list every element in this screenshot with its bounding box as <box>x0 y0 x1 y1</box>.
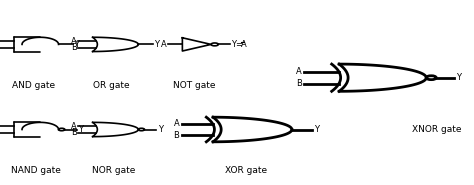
Text: B: B <box>71 128 77 137</box>
Text: A: A <box>71 37 77 46</box>
Text: B: B <box>296 79 302 88</box>
Text: Y: Y <box>154 40 159 49</box>
Text: B: B <box>173 131 179 139</box>
Text: NAND gate: NAND gate <box>10 166 61 175</box>
Text: Y: Y <box>157 125 163 134</box>
Text: A: A <box>240 40 246 49</box>
Text: XNOR gate: XNOR gate <box>412 125 462 134</box>
Text: A: A <box>173 120 179 128</box>
Text: A: A <box>71 122 77 131</box>
Text: B: B <box>71 43 77 52</box>
Text: Y: Y <box>314 125 319 134</box>
Text: Y=: Y= <box>231 40 243 49</box>
Text: Y: Y <box>74 40 79 49</box>
Text: A: A <box>161 40 167 49</box>
Text: AND gate: AND gate <box>12 81 55 90</box>
Text: Y: Y <box>78 125 83 134</box>
Text: OR gate: OR gate <box>93 81 130 90</box>
Text: A: A <box>296 67 302 76</box>
Text: XOR gate: XOR gate <box>226 166 267 175</box>
Text: NOR gate: NOR gate <box>92 166 136 175</box>
Text: Y: Y <box>456 73 461 82</box>
Text: NOT gate: NOT gate <box>173 81 216 90</box>
